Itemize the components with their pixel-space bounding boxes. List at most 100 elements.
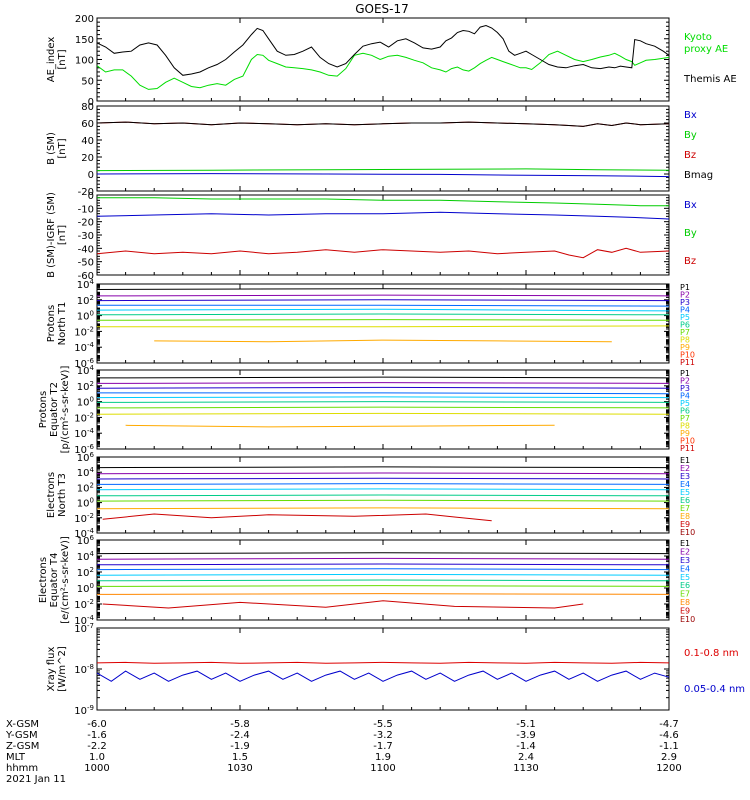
series-line-p1 [96, 288, 670, 290]
y-tick-label: 100 [77, 396, 94, 409]
y-tick-label: -20 [78, 218, 94, 229]
y-tick-label: 102 [77, 566, 94, 579]
y-tick-label: 10-2 [74, 411, 94, 424]
legend-label: P7 [680, 414, 690, 423]
series-line-e6 [96, 494, 670, 497]
legend-label: E5 [680, 488, 690, 497]
legend-label: Kyoto [684, 32, 712, 43]
y-tick-label: -50 [78, 258, 94, 269]
x-axis-value: -1.7 [373, 741, 393, 752]
y-tick-label: 60 [81, 119, 94, 130]
x-axis-value: -1.6 [87, 730, 107, 741]
legend-label: P6 [680, 321, 690, 330]
y-axis-label: [nT] [57, 49, 68, 69]
y-tick-label: 10-6 [74, 357, 94, 370]
legend-label: E3 [680, 472, 690, 481]
legend-label: P9 [680, 343, 690, 352]
x-axis-value: 1.9 [375, 752, 391, 763]
legend-label: E5 [680, 573, 690, 582]
legend-label: Bmag [684, 170, 713, 181]
legend-label: P4 [680, 306, 690, 315]
series-line-p8 [97, 325, 670, 328]
x-axis-value: 1100 [370, 763, 395, 774]
series-line-p4 [97, 392, 670, 395]
y-axis-label: Equator T2 [49, 382, 60, 437]
y-axis-label: [nT] [57, 138, 68, 158]
y-axis-label: Protons [38, 391, 49, 428]
series-line-p7 [96, 319, 670, 321]
series-line-e2 [96, 472, 670, 475]
series-line-p8 [96, 412, 670, 415]
legend-label: P5 [680, 313, 690, 322]
legend-label: P2 [680, 291, 690, 300]
y-tick-label: 0 [88, 170, 94, 181]
legend-label: Bz [684, 150, 696, 161]
legend-label: P8 [680, 422, 690, 431]
series-line-themis-ae [96, 24, 670, 76]
x-axis-row-label: X-GSM [6, 719, 39, 730]
y-tick-label: 200 [75, 14, 94, 25]
legend-label: P7 [680, 328, 690, 337]
legend-label: 0.1-0.8 nm [684, 648, 739, 659]
y-tick-label: 104 [77, 364, 95, 377]
series-line-e7 [96, 585, 670, 587]
legend-label: E1 [680, 456, 690, 465]
series-line-p6 [96, 401, 670, 403]
y-tick-label: 100 [77, 582, 94, 595]
x-axis-value: -2.2 [87, 741, 107, 752]
y-axis-label: Electrons [38, 557, 49, 603]
y-tick-label: 100 [77, 497, 94, 510]
y-tick-label: 80 [81, 102, 94, 113]
legend-label: E10 [680, 528, 695, 537]
y-tick-label: 106 [77, 451, 95, 464]
panel-5: 10-6 10-4 10-2 100 102 104 Protons Equator T2 [p… [38, 364, 695, 456]
x-axis-value: 2.9 [661, 752, 677, 763]
series-line-bx [96, 173, 670, 178]
y-tick-label: -60 [78, 271, 94, 282]
legend-label: E2 [680, 547, 690, 556]
series-line-e9 [102, 513, 492, 522]
legend-label: P1 [680, 283, 690, 292]
y-tick-label: 40 [81, 136, 94, 147]
x-axis-value: -3.9 [516, 730, 536, 741]
x-axis-value: -4.7 [659, 719, 679, 730]
panel-frame [96, 194, 670, 276]
legend-label: By [684, 130, 697, 141]
x-axis-value: -1.4 [516, 741, 536, 752]
series-line-p5 [96, 308, 670, 312]
series-line-p2 [96, 294, 670, 297]
y-tick-label: 100 [75, 56, 94, 67]
y-tick-label: 10-2 [74, 325, 94, 338]
y-tick-label: 150 [75, 35, 94, 46]
legend-label: P5 [680, 399, 690, 408]
y-tick-label: 10-6 [74, 443, 94, 456]
panel-4: 10-6 10-4 10-2 100 102 104 Protons North T1 P1P2… [46, 278, 695, 370]
series-line-e6 [96, 579, 670, 582]
y-tick-label: 20 [81, 153, 94, 164]
y-tick-label: 10-4 [74, 527, 94, 540]
panel-frame [96, 17, 670, 102]
series-line-e3 [96, 477, 670, 480]
y-tick-label: 104 [77, 550, 95, 563]
x-axis-value: 2.4 [518, 752, 534, 763]
legend-label: P9 [680, 429, 690, 438]
series-line-p7 [96, 406, 670, 409]
figure-title: GOES-17 [355, 2, 409, 16]
y-axis-label: Protons [46, 305, 57, 342]
x-axis-value: 1000 [84, 763, 109, 774]
x-axis-labels: X-GSM -6.0 -5.8 -5.5 -5.1 -4.7 Y-GSM -1.6 -2.4 -3… [5, 719, 682, 785]
y-tick-label: 102 [77, 481, 94, 494]
y-tick-label: 10-4 [74, 427, 94, 440]
series-line-e3 [96, 563, 670, 566]
series-line-p3 [96, 386, 670, 389]
series-line-e7 [96, 499, 670, 502]
series-line-e8 [96, 507, 670, 510]
legend-label: P2 [680, 377, 690, 386]
series-line-bmag [96, 121, 670, 127]
legend-label: P4 [680, 392, 690, 401]
legend-label: E9 [680, 607, 690, 616]
series-line-e5 [96, 573, 670, 576]
